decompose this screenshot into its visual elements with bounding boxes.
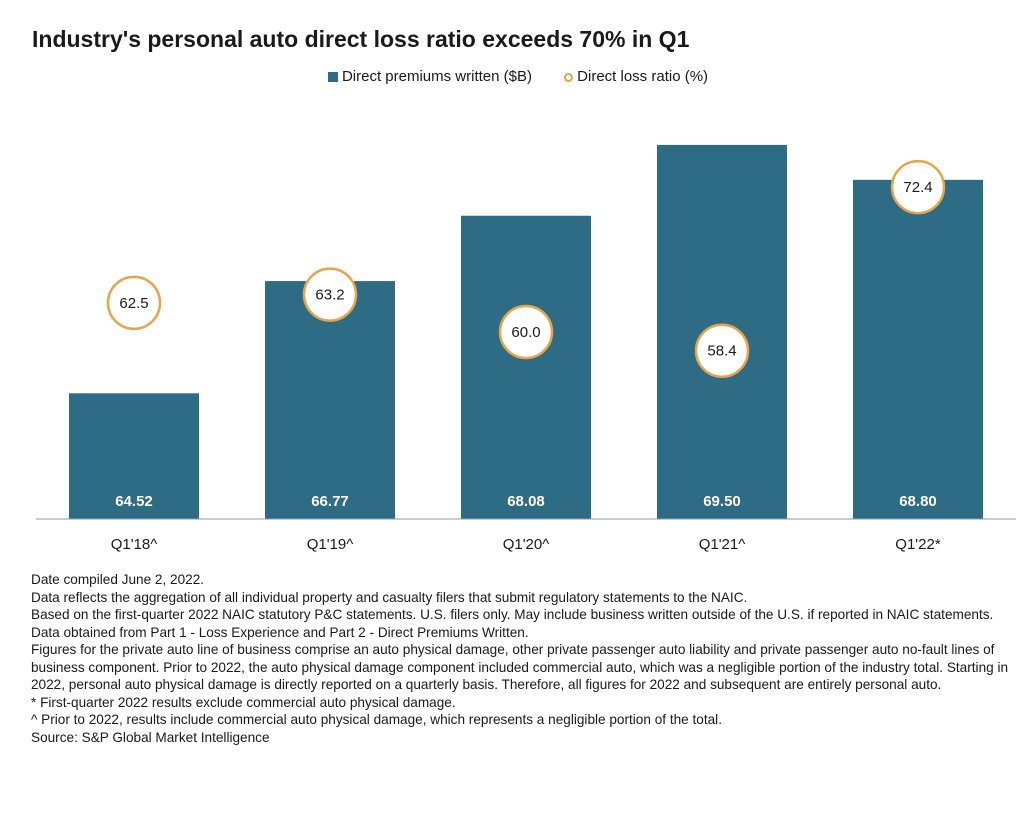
x-tick-label: Q1'22* <box>895 536 941 553</box>
bar-value-label: 68.80 <box>899 493 937 510</box>
legend-label-premiums: Direct premiums written ($B) <box>341 68 532 85</box>
bar-value-label: 64.52 <box>115 493 153 510</box>
legend-marker-circle <box>564 72 574 82</box>
footnote-line: Based on the first-quarter 2022 NAIC sta… <box>31 607 994 622</box>
loss-ratio-label: 63.2 <box>315 287 344 304</box>
loss-ratio-marker <box>498 304 554 360</box>
bar <box>461 215 591 520</box>
x-tick-label: Q1'21^ <box>699 536 746 553</box>
loss-ratio-marker <box>694 323 750 378</box>
legend-swatch-bar <box>327 72 338 83</box>
loss-ratio-marker <box>106 275 162 331</box>
loss-ratio-label: 60.0 <box>511 324 540 341</box>
footnote-line: Source: S&P Global Market Intelligence <box>31 729 270 745</box>
footnotes: Date compiled June 2, 2022. Data reflects… <box>31 571 1021 746</box>
bar-value-label: 66.77 <box>311 493 349 510</box>
footnote-line: Figures for the private auto line of bus… <box>31 642 1009 692</box>
bar <box>69 393 199 519</box>
legend-label-loss-ratio: Direct loss ratio (%) <box>577 68 709 85</box>
bar-value-label: 69.50 <box>703 493 741 510</box>
footnote-line: Date compiled June 2, 2022. <box>31 572 205 587</box>
footnote-line: ^ Prior to 2022, results include commerc… <box>31 712 722 727</box>
x-tick-label: Q1'19^ <box>307 536 354 553</box>
x-tick-label: Q1'18^ <box>111 536 158 553</box>
chart-title: Industry's personal auto direct loss rat… <box>32 26 690 52</box>
loss-ratio-label: 72.4 <box>903 179 932 196</box>
legend-item-premiums: Direct premiums written ($B) <box>327 68 532 85</box>
bar <box>853 179 983 519</box>
loss-ratio-marker <box>302 267 358 322</box>
footnote-line: * First-quarter 2022 results exclude com… <box>31 694 456 710</box>
legend-item-loss-ratio: Direct loss ratio (%) <box>564 68 708 85</box>
chart-canvas: 64.52 Q1'18^ 62.5 66.77 Q1'19^ 63.2 68.08 Q1'20… <box>36 144 1016 553</box>
x-tick-label: Q1'20^ <box>503 536 550 553</box>
footnote-line: Data reflects the aggregation of all ind… <box>31 589 748 605</box>
loss-ratio-marker <box>890 159 946 215</box>
footnote-line: Data obtained from Part 1 - Loss Experie… <box>31 624 529 640</box>
bar-value-label: 68.08 <box>507 493 545 510</box>
loss-ratio-label: 62.5 <box>119 295 148 312</box>
loss-ratio-label: 58.4 <box>707 343 736 360</box>
legend: Direct premiums written ($B) Direct loss… <box>0 68 1036 85</box>
